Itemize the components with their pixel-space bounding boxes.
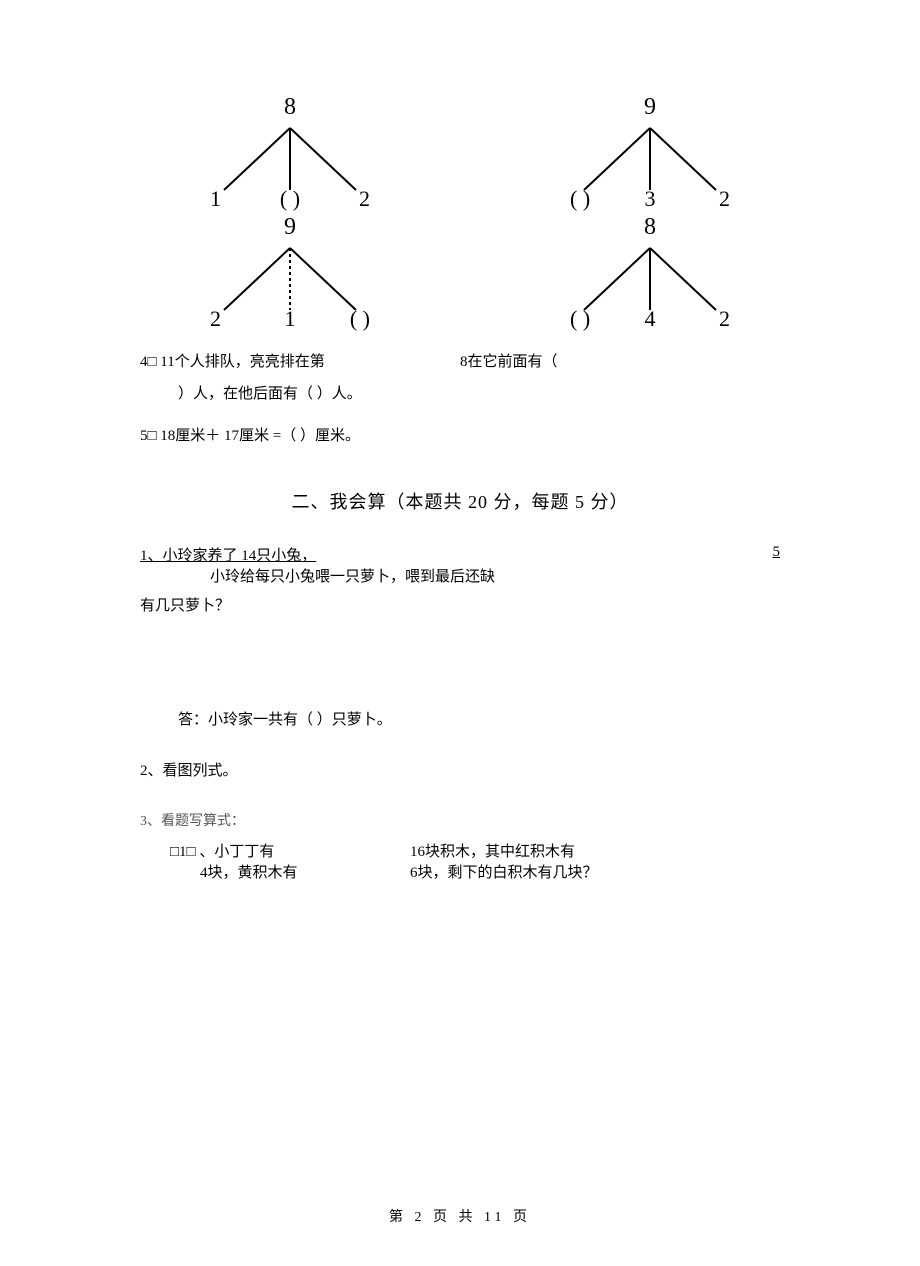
page-footer: 第 2 页 共 11 页 xyxy=(0,1206,920,1226)
s2q3-r1a: □1□ 、小丁丁有 xyxy=(170,840,410,861)
question-5: 5□ 18厘米＋ 17厘米 =（ ）厘米。 xyxy=(140,424,780,448)
tree-row-2: 9 2 1 ( ) 8 ( ) 4 2 xyxy=(140,220,780,330)
tree-leaf: ( ) xyxy=(350,306,370,332)
s2q1-line1a: 1、小玲家养了 14只小兔， xyxy=(140,548,316,564)
q4-part2: 8在它前面有（ xyxy=(460,350,780,374)
tree-leaf: 3 xyxy=(645,186,656,212)
s2-q3-body: □1□ 、小丁丁有 16块积木，其中红积木有 4块，黄积木有 6块，剩下的白积木… xyxy=(140,840,780,882)
s2-q3-header: 3、看题写算式： xyxy=(140,810,780,830)
tree-leaf: 2 xyxy=(359,186,370,212)
tree-top: 9 xyxy=(284,214,296,241)
q4-line2: ）人，在他后面有（ ）人。 xyxy=(140,382,780,406)
s2q3-r2b: 6块，剩下的白积木有几块？ xyxy=(410,861,598,882)
number-tree-4: 8 ( ) 4 2 xyxy=(560,220,740,330)
s2-q2: 2、看图列式。 xyxy=(140,759,780,780)
tree-top: 8 xyxy=(284,94,296,121)
number-tree-2: 9 ( ) 3 2 xyxy=(560,100,740,210)
tree-row-1: 8 1 ( ) 2 9 ( ) 3 2 xyxy=(140,100,780,210)
tree-leaf: 4 xyxy=(645,306,656,332)
number-tree-1: 8 1 ( ) 2 xyxy=(200,100,380,210)
tree-leaf: 2 xyxy=(719,306,730,332)
tree-leaf: 2 xyxy=(210,306,221,332)
tree-leaf: ( ) xyxy=(280,186,300,212)
tree-leaf: ( ) xyxy=(570,306,590,332)
tree-top: 9 xyxy=(644,94,656,121)
question-4: 4□ 11个人排队，亮亮排在第 8在它前面有（ xyxy=(140,350,780,374)
s2q1-answer: 答：小玲家一共有（ ）只萝卜。 xyxy=(140,708,780,729)
tree-leaf: ( ) xyxy=(570,186,590,212)
tree-leaf: 2 xyxy=(719,186,730,212)
tree-top: 8 xyxy=(644,214,656,241)
section-2-title: 二、我会算（本题共 20 分，每题 5 分） xyxy=(140,488,780,514)
s2q1-line2: 有几只萝卜？ xyxy=(140,594,780,618)
s2q1-right: 5 xyxy=(740,544,780,561)
s2-q1: 1、小玲家养了 14只小兔， 小玲给每只小兔喂一只萝卜，喂到最后还缺 5 xyxy=(140,544,780,586)
tree-leaf: 1 xyxy=(210,186,221,212)
s2q3-r1b: 16块积木，其中红积木有 xyxy=(410,840,575,861)
s2q1-line1b: 小玲给每只小兔喂一只萝卜，喂到最后还缺 xyxy=(140,565,740,586)
tree-leaf: 1 xyxy=(285,306,296,332)
s2q3-r2a: 4块，黄积木有 xyxy=(170,861,410,882)
page-content: 8 1 ( ) 2 9 ( ) 3 2 9 2 1 xyxy=(0,0,920,922)
number-tree-3: 9 2 1 ( ) xyxy=(200,220,380,330)
q4-part1: 4□ 11个人排队，亮亮排在第 xyxy=(140,350,460,374)
